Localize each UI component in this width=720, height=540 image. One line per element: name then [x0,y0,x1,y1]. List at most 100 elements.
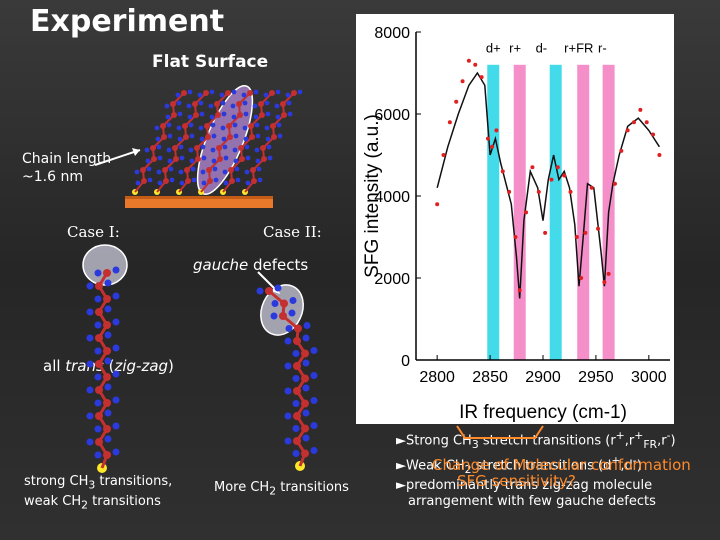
data-point [435,202,440,207]
brace-path [456,425,544,439]
more-transitions-text: transitions [276,480,349,495]
hydrogen-atom [209,114,215,120]
paren-open: ( [103,357,115,375]
hydrogen-atom [94,269,102,277]
data-point [524,210,529,215]
hydrogen-atom [213,177,219,183]
hydrogen-atom [169,177,175,183]
hydrogen-atom [186,103,192,109]
hydrogen-atom [104,409,112,417]
strong-ch3-line: strong CH3 transitions, [24,474,172,494]
hydrogen-atom [146,166,152,172]
weak-ch-text: weak CH [24,493,82,509]
hydrogen-atom [156,144,162,150]
hydrogen-atom [303,322,311,329]
hydrogen-atom [233,133,239,139]
hydrogen-atom [222,144,228,150]
hydrogen-atom [265,136,271,142]
hydrogen-atom [292,350,300,357]
hydrogen-atom [94,347,102,355]
carbon-atom [181,90,187,96]
hydrogen-atom [310,347,318,354]
data-point [473,62,478,67]
x-axis-label: IR frequency (cm-1) [459,402,627,423]
y-tick-label: 4000 [374,189,410,206]
hydrogen-atom [219,92,225,98]
case-2-label: Case II: [263,223,322,241]
hydrogen-atom [254,122,260,128]
hydrogen-atom [177,111,183,117]
hydrogen-atom [231,114,237,120]
chain-length-label: Chain length ~1.6 nm [22,150,111,186]
hydrogen-atom [179,180,185,186]
hydrogen-atom [112,318,120,326]
hydrogen-atom [223,155,229,161]
hydrogen-atom [254,147,260,153]
band-d- [549,64,562,361]
more-ch-text: More CH [214,480,270,495]
hydrogen-atom [135,180,141,186]
hydrogen-atom [176,100,182,106]
hydrogen-atom [244,169,250,175]
case-2-transitions: More CH2 transitions [214,480,349,498]
carbon-atom [247,90,253,96]
data-point [530,165,535,170]
sfg-spectrum-chart: d+ r+ d-r+FR r- 0 2000 4000 6000 8000 2800 2850 290… [362,25,670,423]
data-point [606,271,611,276]
hydrogen-atom [274,284,282,292]
hydrogen-atom [209,89,215,95]
overlay-brace [456,425,544,439]
hydrogen-atom [232,147,238,153]
hydrogen-atom [255,133,261,139]
hydrogen-atom [157,155,163,161]
hydrogen-atom [276,122,282,128]
findings-list: ►Strong CH3 stretch transitions (r+,r+FR… [396,428,716,510]
flat-surface-slab [125,198,273,208]
slide-title: Experiment [30,4,225,39]
hydrogen-atom [178,144,184,150]
trans-word: trans [65,357,104,375]
hydrogen-atom [188,147,194,153]
hydrogen-atom [201,155,207,161]
hydrogen-atom [200,144,206,150]
hydrogen-atom [208,103,214,109]
hydrogen-atom [191,177,197,183]
overlay-question-1: Change of Molecular conformation [432,456,691,474]
hydrogen-atom [86,282,94,290]
hydrogen-atom [210,147,216,153]
transitions-text-2: transitions [88,493,161,509]
flat-surface-edge [125,196,273,199]
hydrogen-atom [190,166,196,172]
hydrogen-atom [284,387,292,395]
hydrogen-atom [287,111,293,117]
x-tick-label: 2850 [472,369,508,386]
hydrogen-atom [285,92,291,98]
data-point [651,132,656,137]
hydrogen-atom [104,331,112,339]
band-r+FR [577,64,590,361]
hydrogen-atom [86,386,94,394]
hydrogen-atom [198,100,204,106]
hydrogen-atom [189,158,195,164]
hydrogen-atom [212,166,218,172]
all-trans-label: all trans (zig-zag) [43,357,174,375]
carbon-atom [225,90,231,96]
data-point [555,165,560,170]
hydrogen-atom [221,136,227,142]
hydrogen-atom [94,451,102,459]
band-label: d- [536,41,548,56]
finding-1: ►Strong CH3 stretch transitions (r+,r+FR… [396,429,676,451]
chain-arrow-head [132,148,140,156]
data-point [638,107,643,112]
y-tick-label: 0 [401,353,410,370]
data-point [644,120,649,125]
case-1-label: Case I: [67,223,120,241]
hydrogen-atom [222,169,228,175]
hydrogen-atom [310,372,318,379]
y-axis-label: SFG intensity (a.u.) [362,114,383,278]
data-point [485,136,490,141]
data-point [490,144,495,149]
hydrogen-atom [94,399,102,407]
data-point [517,288,522,293]
carbon-atom [203,90,209,96]
